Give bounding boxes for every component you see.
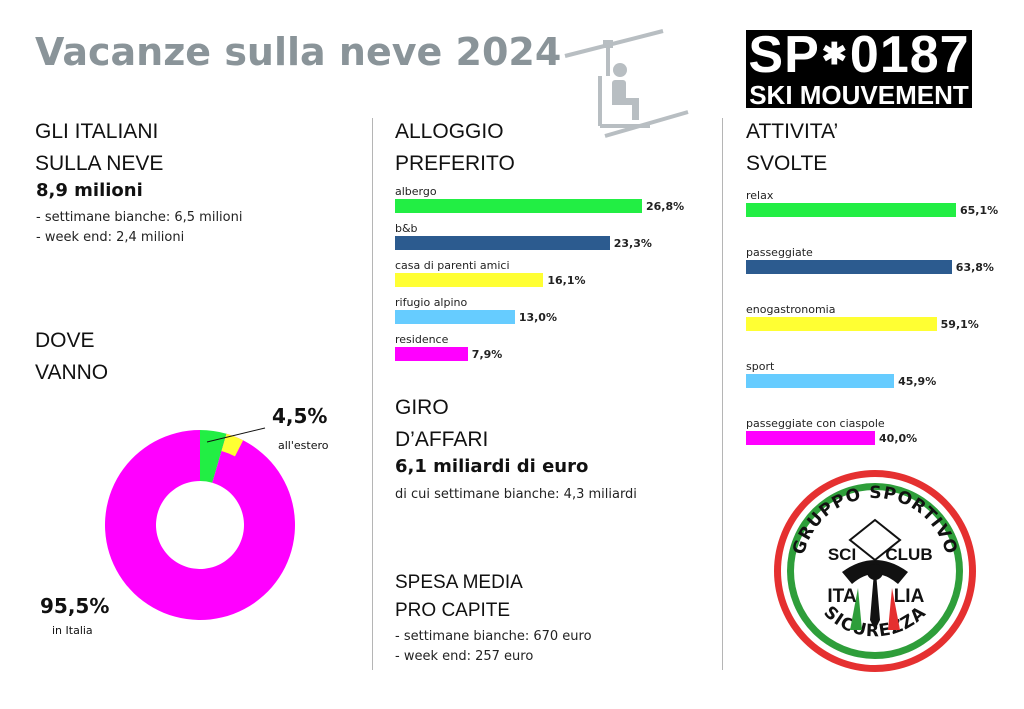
estero-value: 4,5%: [272, 404, 328, 428]
bar-value-relax: 65,1%: [960, 204, 999, 217]
bar-label-albergo: albergo: [395, 185, 437, 198]
svg-text:CLUB: CLUB: [885, 545, 932, 564]
bar-passeggiate: [746, 260, 952, 274]
gruppo-sportivo-badge: GRUPPO SPORTIVO SICUREZZA SCI CLUB ITA L…: [774, 470, 976, 672]
italia-value: 95,5%: [40, 594, 110, 618]
bar-passeggiate-con-ciaspole: [746, 431, 876, 445]
attivita-heading: ATTIVITA’ SVOLTE: [746, 120, 839, 175]
giro-total: 6,1 miliardi di euro: [395, 456, 589, 477]
bar-value-passeggiate: 63,8%: [955, 261, 994, 274]
spesa-details: - settimane bianche: 670 euro - week end…: [395, 629, 592, 664]
svg-text:SCI: SCI: [828, 545, 856, 564]
italiani-heading: GLI ITALIANI SULLA NEVE: [35, 120, 164, 175]
alloggio-heading: ALLOGGIO PREFERITO: [395, 120, 515, 175]
svg-text:ITA: ITA: [827, 586, 856, 607]
bar-value-casa-di-parenti-amici: 16,1%: [547, 274, 586, 287]
italiani-total: 8,9 milioni: [36, 180, 143, 201]
bar-b-b: [395, 236, 610, 250]
dove-heading: DOVE VANNO: [35, 329, 109, 384]
dove-donut-chart: [104, 427, 295, 620]
svg-text:LIA: LIA: [894, 586, 925, 607]
bar-value-b-b: 23,3%: [613, 237, 652, 250]
bar-label-passeggiate-con-ciaspole: passeggiate con ciaspole: [746, 417, 885, 430]
bar-label-residence: residence: [395, 333, 449, 346]
estero-label: all'estero: [278, 439, 329, 452]
bar-enogastronomia: [746, 317, 937, 331]
bar-value-sport: 45,9%: [898, 375, 937, 388]
bar-value-rifugio-alpino: 13,0%: [518, 311, 557, 324]
column-divider-right: [722, 118, 723, 670]
bar-value-enogastronomia: 59,1%: [940, 318, 979, 331]
bar-value-passeggiate-con-ciaspole: 40,0%: [879, 432, 918, 445]
spesa-heading: SPESA MEDIA PRO CAPITE: [395, 572, 523, 621]
page-title: Vacanze sulla neve 2024: [35, 30, 562, 74]
bar-value-residence: 7,9%: [471, 348, 503, 361]
bar-relax: [746, 203, 956, 217]
leader-line: [206, 427, 266, 443]
bar-albergo: [395, 199, 642, 213]
bar-label-passeggiate: passeggiate: [746, 246, 813, 259]
italiani-details: - settimane bianche: 6,5 milioni - week …: [36, 210, 243, 245]
bar-label-b-b: b&b: [395, 222, 418, 235]
bar-casa-di-parenti-amici: [395, 273, 544, 287]
chairlift-icon: [564, 29, 689, 138]
bar-label-casa-di-parenti-amici: casa di parenti amici: [395, 259, 510, 272]
donut-slice-all-estero: [200, 430, 227, 483]
italia-label: in Italia: [52, 624, 93, 637]
bar-label-sport: sport: [746, 360, 775, 373]
sp0187-logo: SP✱0187 SKI MOUVEMENT: [746, 26, 972, 108]
giro-heading: GIRO D’AFFARI: [395, 396, 489, 451]
giro-note: di cui settimane bianche: 4,3 miliardi: [395, 487, 637, 502]
bar-rifugio-alpino: [395, 310, 515, 324]
donut-slice-in-italia: [104, 430, 295, 620]
bar-label-enogastronomia: enogastronomia: [746, 303, 836, 316]
bar-residence: [395, 347, 468, 361]
donut-accent: [221, 433, 244, 457]
bar-label-relax: relax: [746, 189, 774, 202]
bar-value-albergo: 26,8%: [646, 200, 685, 213]
column-divider-left: [372, 118, 373, 670]
bar-label-rifugio-alpino: rifugio alpino: [395, 296, 468, 309]
bar-sport: [746, 374, 895, 388]
